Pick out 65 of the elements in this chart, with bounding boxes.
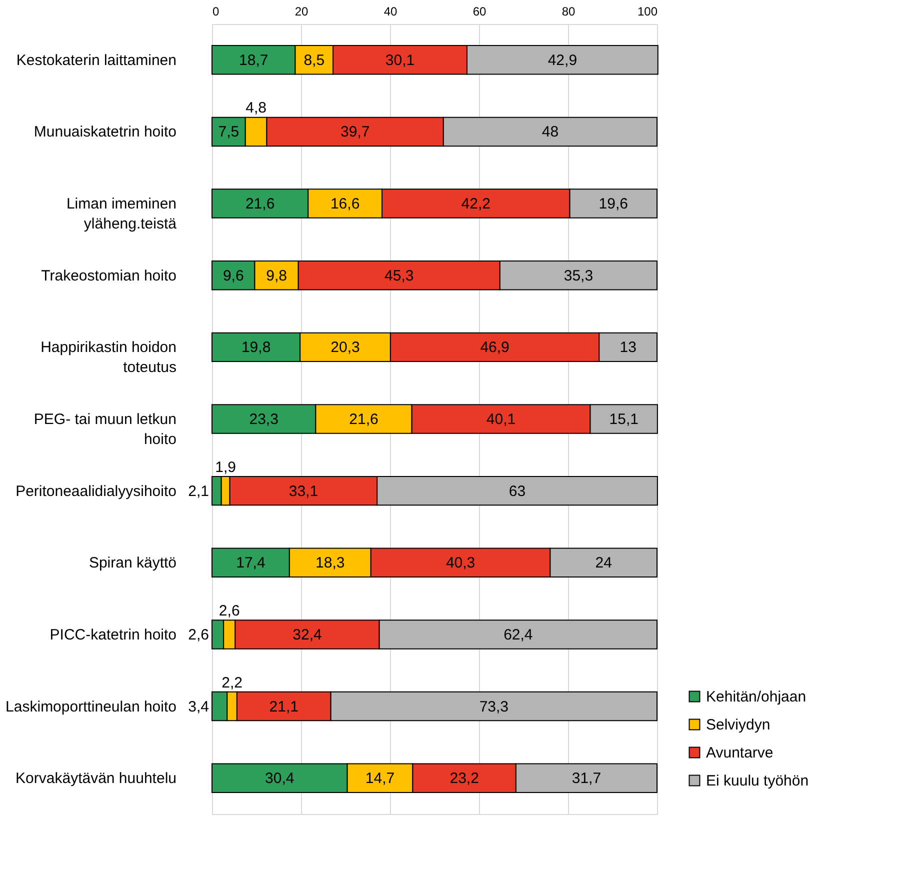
data-label: 63	[508, 482, 526, 500]
data-label: 14,7	[365, 770, 395, 788]
data-label: 48	[542, 124, 559, 141]
data-label: 42,9	[548, 52, 578, 69]
data-label: 45,3	[384, 267, 414, 284]
data-label: 2,2	[222, 674, 242, 692]
data-label: 23,3	[249, 411, 278, 428]
x-tick-label: 0	[212, 4, 220, 18]
data-label: 19,8	[241, 339, 271, 356]
data-label: 1,9	[215, 458, 236, 476]
x-tick-label: 100	[637, 4, 658, 18]
data-label: 7,5	[218, 124, 240, 141]
x-tick-label: 20	[294, 4, 308, 18]
data-label: 33,1	[288, 482, 318, 500]
data-label: 21,1	[269, 698, 298, 716]
data-label: 35,3	[564, 267, 594, 284]
data-label: 4,8	[246, 100, 266, 117]
data-label: 46,9	[480, 339, 510, 356]
y-tick-label: Trakeostomian hoito	[41, 267, 176, 284]
y-tick-label: PICC-katetrin hoito	[50, 626, 176, 644]
data-label: 31,7	[572, 770, 602, 788]
data-label: 13	[620, 339, 636, 356]
x-tick-label: 60	[472, 4, 486, 18]
legend-label: Ei kuulu työhön	[706, 772, 809, 790]
data-label: 23,2	[450, 770, 479, 788]
y-tick-label: Spiran käyttö	[88, 554, 176, 572]
legend-label: Selviydyn	[706, 716, 770, 734]
legend-label: Kehitän/ohjaan	[706, 688, 806, 706]
legend-label: Avuntarve	[706, 744, 774, 762]
data-label: 62,4	[504, 626, 533, 644]
data-label: 73,3	[479, 698, 509, 716]
y-tick-label: Peritoneaalidialyysihoito	[16, 482, 176, 500]
data-label: 18,3	[316, 554, 345, 572]
y-tick-label: Happirikastin hoidon toteutus	[40, 339, 176, 376]
data-label: 30,1	[385, 52, 415, 69]
data-label: 18,7	[239, 52, 268, 69]
data-label: 20,3	[330, 339, 360, 356]
y-tick-label: Korvakäytävän huuhtelu	[16, 770, 176, 788]
data-label: 8,5	[304, 52, 325, 69]
data-label: 19,6	[598, 196, 628, 213]
data-label: 2,6	[218, 602, 240, 620]
data-label: 15,1	[609, 411, 638, 428]
data-label: 30,4	[265, 770, 294, 788]
data-label: 16,6	[330, 196, 360, 213]
data-label: 32,4	[292, 626, 322, 644]
data-label: 39,7	[340, 124, 370, 141]
y-tick-label: PEG- tai muun letkun hoito	[34, 411, 176, 448]
y-tick-label: Munuaiskatetrin hoito	[34, 124, 176, 141]
data-label: 40,3	[446, 554, 476, 572]
data-label: 9,6	[222, 267, 244, 284]
data-label: 2,6	[188, 626, 209, 644]
y-tick-label: Laskimoporttineulan hoito	[6, 698, 176, 716]
data-label: 17,4	[236, 554, 266, 572]
data-label: 21,6	[349, 411, 378, 428]
data-label: 3,4	[188, 698, 209, 716]
y-tick-label: Liman imeminen yläheng.teistä	[66, 196, 178, 233]
data-label: 40,1	[486, 411, 516, 428]
data-label: 2,1	[188, 482, 209, 500]
x-tick-label: 40	[384, 4, 398, 18]
data-label: 21,6	[245, 196, 275, 213]
data-label: 24	[595, 554, 612, 572]
data-label: 42,2	[461, 196, 490, 213]
x-tick-label: 80	[562, 4, 576, 18]
y-tick-label: Kestokaterin laittaminen	[16, 52, 176, 69]
data-label: 9,8	[266, 267, 287, 284]
